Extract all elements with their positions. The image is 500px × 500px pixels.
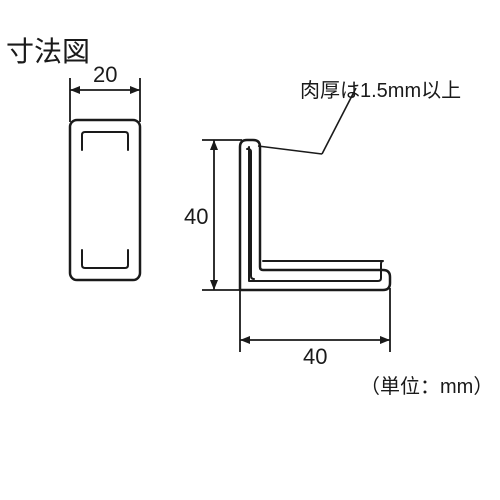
drawing-svg [0, 0, 500, 500]
diagram-canvas: 寸法図 肉厚は1.5mm以上 （単位：mm） 20 40 40 [0, 0, 500, 500]
